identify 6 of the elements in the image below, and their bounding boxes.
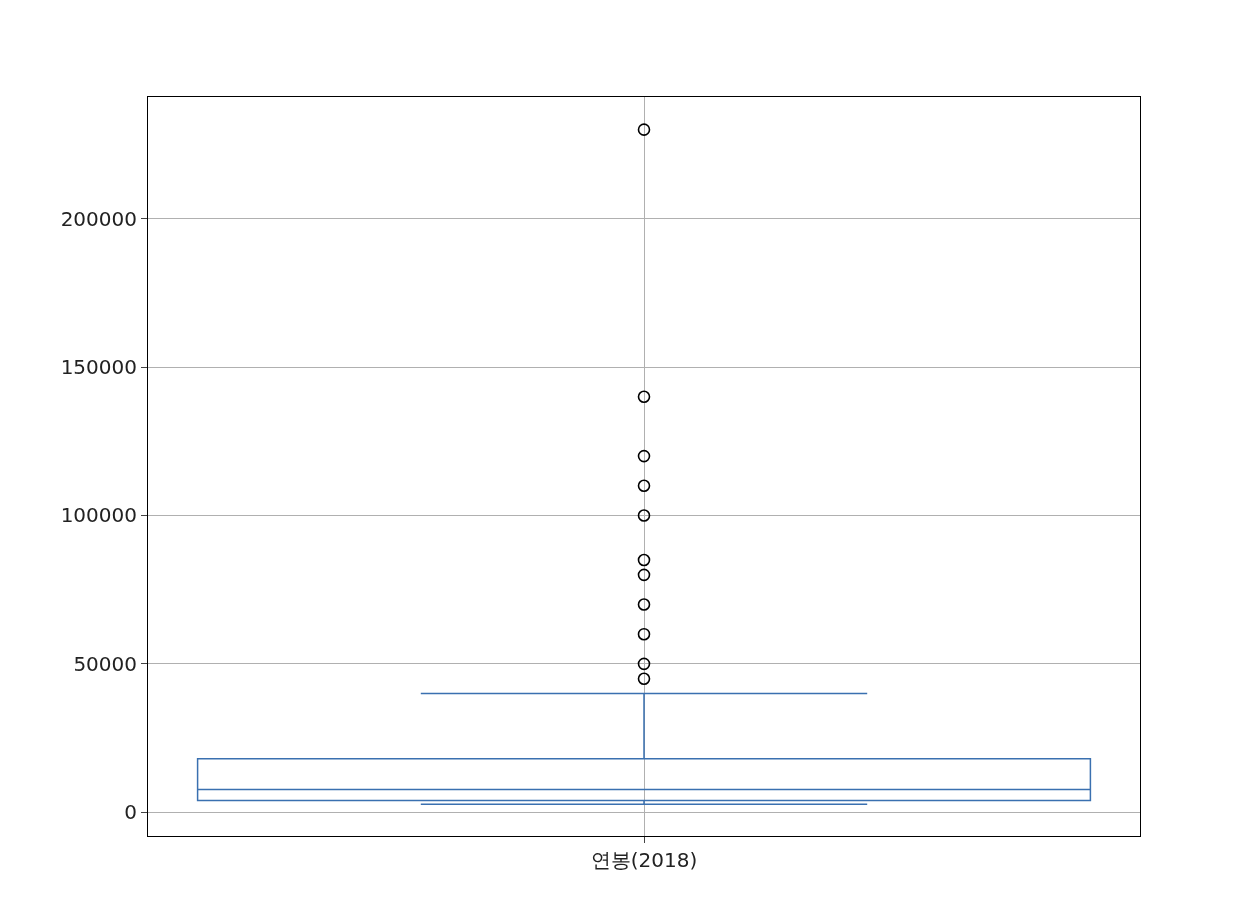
y-tick-label: 0 xyxy=(124,800,137,825)
y-tick-label: 100000 xyxy=(60,503,137,528)
y-tick-label: 200000 xyxy=(60,206,137,231)
y-tick-label: 150000 xyxy=(60,355,137,380)
x-tick-label: 연봉(2018) xyxy=(590,848,698,872)
y-tick-label: 50000 xyxy=(73,651,137,676)
